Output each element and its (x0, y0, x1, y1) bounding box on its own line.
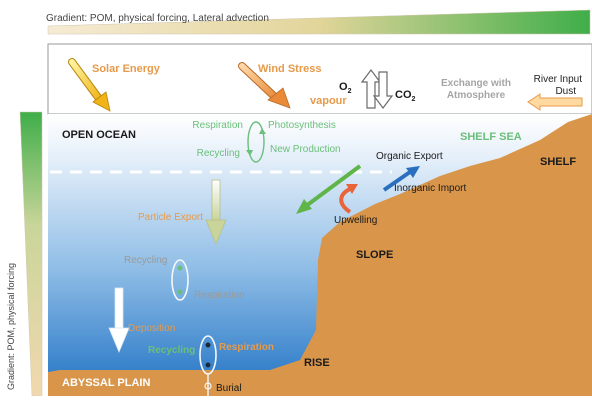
rise-label: RISE (304, 357, 330, 369)
side-gradient-label: Gradient: POM, physical forcing (6, 263, 16, 390)
side-gradient-wedge (19, 111, 43, 397)
open-ocean-label: OPEN OCEAN (62, 129, 136, 141)
atmosphere-panel (47, 43, 592, 115)
recycling-bottom-label: Recycling (148, 345, 195, 356)
inorganic-import-label: Inorganic Import (394, 183, 466, 194)
river-input-label-1: River Input (534, 74, 583, 85)
production-cycle-icon (246, 121, 266, 163)
vapour-label: vapour (310, 95, 347, 107)
particle-export-arrow-icon (205, 179, 227, 246)
wind-stress-arrow-icon (238, 62, 291, 109)
new-production-label: New Production (270, 144, 341, 155)
deposition-arrow-icon (108, 287, 130, 354)
river-input-arrow-icon (527, 93, 583, 111)
exchange-label-1: Exchange with (441, 78, 511, 89)
river-input-label-2: Dust (555, 86, 576, 97)
burial-label: Burial (216, 383, 242, 394)
shelf-sea-label: SHELF SEA (460, 131, 522, 143)
deposition-label: Deposition (128, 323, 175, 334)
gas-exchange-arrows-icon (360, 69, 394, 109)
wind-stress-label: Wind Stress (258, 63, 321, 75)
o2-label: O2 (339, 81, 352, 95)
respiration-mid-label: Respiration (194, 290, 245, 301)
particle-export-label: Particle Export (138, 212, 203, 223)
photosynthesis-label: Photosynthesis (268, 120, 336, 131)
seabed (48, 114, 592, 396)
top-gradient-wedge (47, 9, 591, 35)
exchange-label-2: Atmosphere (447, 90, 506, 101)
co2-label: CO2 (395, 89, 416, 103)
inorganic-import-arrow-icon (382, 166, 420, 192)
abyssal-plain-label: ABYSSAL PLAIN (62, 377, 150, 389)
respiration-top-label: Respiration (192, 120, 243, 131)
solar-energy-arrow-icon (68, 58, 111, 112)
organic-export-arrow-icon (296, 164, 362, 214)
organic-export-label: Organic Export (376, 151, 443, 162)
mid-recycling-cycle-icon (171, 259, 189, 301)
upwelling-arrow-icon (339, 184, 358, 214)
recycling-mid-label: Recycling (124, 255, 167, 266)
slope-label: SLOPE (356, 249, 393, 261)
respiration-bottom-label: Respiration (219, 342, 274, 353)
shelf-label: SHELF (540, 156, 576, 168)
recycling-top-label: Recycling (197, 148, 240, 159)
solar-energy-label: Solar Energy (92, 63, 161, 75)
upwelling-label: Upwelling (334, 215, 377, 226)
top-gradient-label: Gradient: POM, physical forcing, Lateral… (46, 13, 269, 24)
burial-loop-icon (204, 374, 212, 396)
